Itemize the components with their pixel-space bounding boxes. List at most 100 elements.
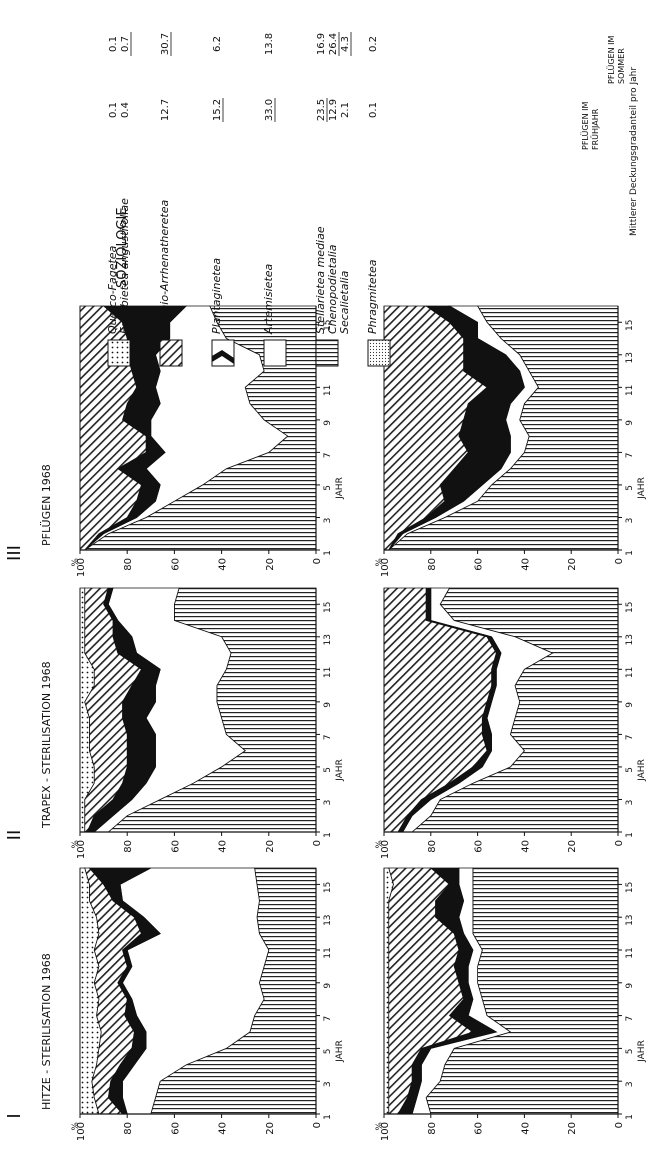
x-tick-label: 15 <box>625 320 635 331</box>
legend-row-querco: Querco-Fagetea 0.1 0.1 Epilobietea angustif… <box>106 32 132 367</box>
legend-row-artem: Artemisietea 33.0 13.8 <box>262 33 287 367</box>
y-unit-label: % <box>375 840 385 849</box>
legend-label: Phragmitetea <box>366 259 379 334</box>
x-tick-label: 7 <box>625 1016 635 1022</box>
panel-group-I: I HITZE - STERILISATION 1968 0 20 40 60 80 100%… <box>4 867 647 1141</box>
legend-label: Plantaginetea <box>210 258 223 334</box>
y-unit-label: % <box>71 558 81 567</box>
x-tick-label: 11 <box>323 947 333 958</box>
col1-header: PFLÜGEN IM <box>580 102 590 150</box>
legend-label: Epilobietea angustifoliae <box>118 198 131 334</box>
panel-numeral: I <box>4 1113 25 1118</box>
legend-swatch <box>315 339 339 367</box>
y-unit-label: % <box>71 840 81 849</box>
y-tick-label: 80 <box>427 558 438 571</box>
legend-label: Secalietalia <box>338 270 351 334</box>
y-tick-label: 80 <box>123 558 134 571</box>
y-tick-label: 20 <box>265 840 276 853</box>
x-tick-label: 13 <box>323 914 333 925</box>
y-tick-label: 60 <box>170 558 181 571</box>
x-tick-label: 15 <box>625 882 635 893</box>
y-tick-label: 40 <box>520 1122 531 1135</box>
y-tick-label: 40 <box>218 840 229 853</box>
x-tick-label: 5 <box>323 767 333 773</box>
value-fruehjahr: 33.0 <box>264 99 275 121</box>
x-axis-label: JAHR <box>637 477 647 500</box>
legend-table-title: Mittlerer Deckungsgradanteil pro Jahr <box>629 67 639 236</box>
y-tick-label: 0 <box>614 558 625 564</box>
value-fruehjahr: 12.7 <box>160 99 171 121</box>
legend-label: Molinio-Arrhenatheretea <box>158 199 171 334</box>
panel-numeral: II <box>4 830 25 841</box>
x-tick-label: 1 <box>625 550 635 556</box>
y-tick-label: 100 <box>380 840 391 859</box>
x-tick-label: 3 <box>323 518 333 524</box>
x-tick-label: 11 <box>625 947 635 958</box>
legend-swatch <box>367 339 391 367</box>
value-sommer: 13.8 <box>264 33 275 55</box>
panel-numeral: III <box>4 545 25 561</box>
value-fruehjahr: 0.1 <box>108 102 119 118</box>
col2-header: PFLÜGEN IM <box>606 36 616 84</box>
x-tick-label: 13 <box>323 634 333 645</box>
y-unit-label: % <box>375 558 385 567</box>
col1-header: FRÜHJAHR <box>590 108 600 150</box>
y-tick-label: 80 <box>427 1122 438 1135</box>
x-tick-label: 5 <box>323 485 333 491</box>
value-sommer: 16.9 <box>316 33 327 55</box>
y-tick-label: 0 <box>312 840 323 846</box>
y-tick-label: 100 <box>76 840 87 859</box>
y-tick-label: 0 <box>312 558 323 564</box>
legend-label: Chenopodietalia <box>326 244 339 334</box>
x-tick-label: 9 <box>323 983 333 989</box>
x-tick-label: 9 <box>323 420 333 426</box>
x-tick-label: 1 <box>323 832 333 838</box>
legend-label: Querco-Fagetea <box>106 245 119 334</box>
y-tick-label: 20 <box>567 1122 578 1135</box>
legend-label: Artemisietea <box>262 263 275 335</box>
y-tick-label: 40 <box>218 558 229 571</box>
value-fruehjahr: 23.5 <box>316 99 327 121</box>
y-tick-label: 80 <box>123 1122 134 1135</box>
y-tick-label: 0 <box>614 840 625 846</box>
x-tick-label: 1 <box>323 550 333 556</box>
value-fruehjahr: 0.1 <box>368 102 379 118</box>
x-tick-label: 11 <box>625 385 635 396</box>
y-tick-label: 20 <box>567 558 578 571</box>
x-axis-label: JAHR <box>335 477 345 500</box>
y-tick-label: 40 <box>218 1122 229 1135</box>
x-tick-label: 15 <box>323 320 333 331</box>
value-fruehjahr: 15.2 <box>212 99 223 121</box>
legend-label: Stellarietea mediae <box>314 226 327 334</box>
y-unit-label: % <box>375 1122 385 1131</box>
x-tick-label: 7 <box>323 453 333 459</box>
y-tick-label: 100 <box>76 558 87 577</box>
x-tick-label: 1 <box>625 832 635 838</box>
y-tick-label: 20 <box>265 1122 276 1135</box>
y-tick-label: 100 <box>76 1122 87 1141</box>
value-sommer: 0.2 <box>368 36 379 52</box>
x-tick-label: 7 <box>625 453 635 459</box>
y-tick-label: 60 <box>474 1122 485 1135</box>
x-tick-label: 3 <box>323 800 333 806</box>
y-unit-label: % <box>71 1122 81 1131</box>
x-tick-label: 9 <box>625 983 635 989</box>
y-tick-label: 60 <box>474 840 485 853</box>
panel-title: PFLÜGEN 1968 <box>40 464 53 546</box>
value-sommer: 0.7 <box>120 36 131 52</box>
y-tick-label: 100 <box>380 1122 391 1141</box>
x-axis-label: JAHR <box>335 1040 345 1063</box>
value-sommer: 30.7 <box>160 33 171 55</box>
legend-swatch <box>159 339 183 367</box>
legend-row-planta: Plantaginetea 15.2 6.2 <box>210 36 235 367</box>
value-sommer: 6.2 <box>212 36 223 52</box>
x-tick-label: 13 <box>625 634 635 645</box>
